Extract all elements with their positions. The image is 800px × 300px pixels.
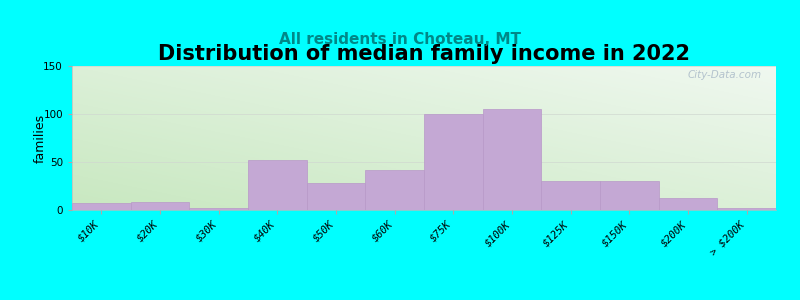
Bar xyxy=(542,181,600,210)
Bar xyxy=(190,208,248,210)
Text: City-Data.com: City-Data.com xyxy=(688,70,762,80)
Bar xyxy=(482,109,542,210)
Bar xyxy=(718,208,776,210)
Bar xyxy=(248,160,306,210)
Title: Distribution of median family income in 2022: Distribution of median family income in … xyxy=(158,44,690,64)
Bar xyxy=(600,181,658,210)
Bar xyxy=(658,197,718,210)
Bar xyxy=(130,202,190,210)
Bar xyxy=(306,183,366,210)
Bar xyxy=(366,170,424,210)
Bar xyxy=(424,114,482,210)
Y-axis label: families: families xyxy=(34,113,47,163)
Bar xyxy=(72,203,130,210)
Text: All residents in Choteau, MT: All residents in Choteau, MT xyxy=(279,32,521,46)
